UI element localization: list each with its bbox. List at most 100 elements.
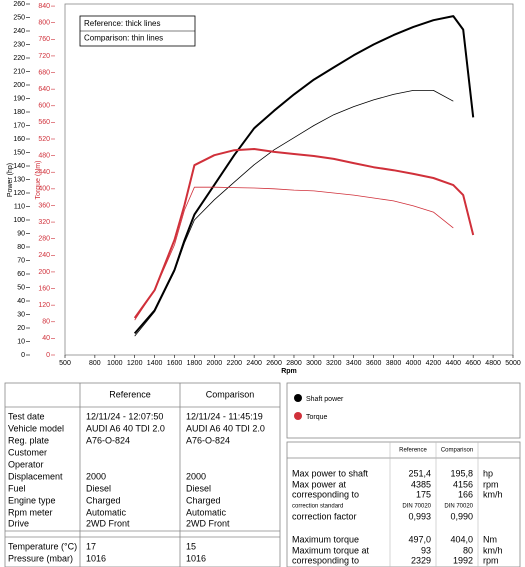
y-tick-label: 180: [13, 109, 25, 116]
y2-tick-label: 560: [38, 119, 50, 126]
y-tick-label: 250: [13, 14, 25, 21]
y2-tick-label: 640: [38, 86, 50, 93]
y2-tick-label: 280: [38, 236, 50, 243]
cell: 2000: [86, 471, 106, 481]
row-label: Rpm meter: [8, 507, 53, 517]
y-axis-title: Power (hp): [7, 163, 14, 197]
x-tick-label: 1800: [187, 360, 203, 367]
table-header: Reference: [399, 448, 427, 454]
legend-label: Shaft power: [306, 396, 344, 403]
x-tick-label: 2000: [207, 360, 223, 367]
y2-axis-title: Torque (Nm): [35, 161, 42, 200]
y2-tick-label: 160: [38, 285, 50, 292]
x-tick-label: 500: [59, 360, 71, 367]
unit: rpm: [483, 555, 499, 565]
cell: 4385: [411, 479, 431, 489]
x-tick-label: 3200: [326, 360, 342, 367]
cell: 404,0: [450, 534, 473, 544]
y2-tick-label: 760: [38, 36, 50, 43]
y2-tick-label: 240: [38, 252, 50, 259]
cell: 0,990: [450, 511, 473, 521]
x-tick-label: 2600: [266, 360, 282, 367]
row-label: Engine type: [8, 495, 56, 505]
cell: A76-O-824: [86, 435, 130, 445]
y-tick-label: 150: [13, 149, 25, 156]
legend-label: Torque: [306, 414, 328, 421]
legend-swatch: [294, 412, 302, 420]
y-tick-label: 240: [13, 28, 25, 35]
x-tick-label: 4000: [406, 360, 422, 367]
row-label: Max power to shaft: [292, 468, 369, 478]
y2-tick-label: 400: [38, 186, 50, 193]
y2-tick-label: 120: [38, 302, 50, 309]
cell: 15: [186, 541, 196, 551]
y-tick-label: 80: [17, 244, 25, 251]
x-tick-label: 1200: [127, 360, 143, 367]
x-tick-label: 4400: [445, 360, 461, 367]
row-label: correction factor: [292, 511, 357, 521]
x-tick-label: 4600: [465, 360, 481, 367]
y-tick-label: 220: [13, 55, 25, 62]
cell: Charged: [186, 495, 221, 505]
cell: 2WD Front: [186, 518, 230, 528]
cell: 2329: [411, 555, 431, 565]
x-axis-title: Rpm: [281, 368, 297, 375]
row-label: Drive: [8, 518, 29, 528]
y-tick-label: 110: [14, 203, 25, 210]
plot-frame: [64, 3, 514, 356]
cell: 2WD Front: [86, 518, 130, 528]
x-tick-label: 5000: [505, 360, 521, 367]
cell: 1016: [86, 553, 106, 563]
y-tick-label: 140: [13, 163, 25, 170]
row-label: corresponding to: [292, 555, 359, 565]
y2-tick-label: 80: [42, 319, 50, 326]
unit: hp: [483, 468, 493, 478]
y2-tick-label: 840: [38, 3, 50, 10]
results-table: [286, 441, 521, 567]
y-tick-label: 30: [17, 311, 25, 318]
y2-tick-label: 320: [38, 219, 50, 226]
y2-tick-label: 40: [42, 335, 50, 342]
cell: Automatic: [86, 507, 127, 517]
unit: km/h: [483, 489, 503, 499]
x-tick-label: 1000: [107, 360, 123, 367]
y2-tick-label: 520: [38, 136, 50, 143]
y-tick-label: 20: [17, 325, 25, 332]
y2-tick-label: 800: [38, 20, 50, 27]
x-tick-label: 1600: [167, 360, 183, 367]
cell: 80: [463, 545, 473, 555]
x-tick-label: 4800: [485, 360, 501, 367]
x-tick-label: 4200: [426, 360, 442, 367]
cell: AUDI A6 40 TDI 2.0: [186, 423, 265, 433]
row-label: Operator: [8, 459, 44, 469]
x-tick-label: 2800: [286, 360, 302, 367]
table-header: Reference: [109, 389, 151, 399]
row-label: Maximum torque at: [292, 545, 370, 555]
y-tick-label: 120: [13, 190, 25, 197]
row-label: Test date: [8, 411, 45, 421]
x-tick-label: 1400: [147, 360, 163, 367]
cell: 1016: [186, 553, 206, 563]
y2-tick-label: 680: [38, 69, 50, 76]
cell: 195,8: [450, 468, 473, 478]
x-tick-label: 800: [89, 360, 101, 367]
series-line: [133, 15, 475, 335]
cell: 17: [86, 541, 96, 551]
y-tick-label: 0: [21, 352, 25, 359]
y-tick-label: 50: [17, 284, 25, 291]
row-label: Customer: [8, 447, 47, 457]
cell: DIN 70020: [444, 504, 473, 510]
y2-tick-label: 480: [38, 152, 50, 159]
row-label: Fuel: [8, 483, 26, 493]
cell: 0,993: [408, 511, 431, 521]
cell: Automatic: [186, 507, 227, 517]
x-tick-label: 3000: [306, 360, 322, 367]
legend-box: [286, 382, 521, 439]
y-tick-label: 230: [13, 41, 25, 48]
line-legend-entry: Reference: thick lines: [84, 19, 160, 28]
cell: AUDI A6 40 TDI 2.0: [86, 423, 165, 433]
cell: 175: [416, 489, 431, 499]
y2-tick-label: 200: [38, 269, 50, 276]
